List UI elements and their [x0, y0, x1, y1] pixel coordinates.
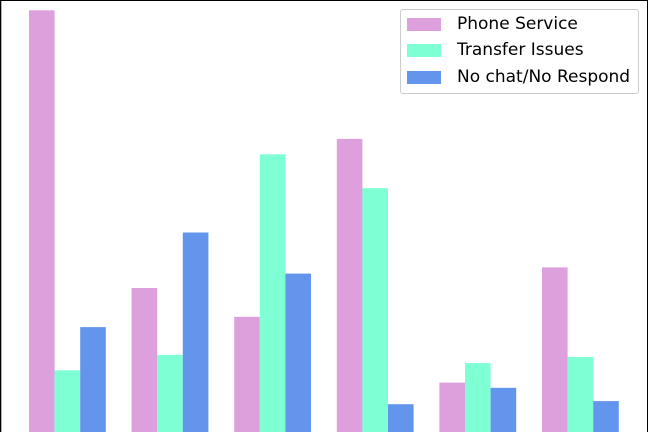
legend-label-phone-service: Phone Service	[457, 14, 578, 34]
legend-label-transfer-issues: Transfer Issues	[457, 40, 584, 60]
bar-no-chat-no-respond-5	[490, 387, 517, 432]
legend-swatch-no-chat-no-respond	[407, 70, 441, 84]
bar-no-chat-no-respond-1	[80, 327, 106, 432]
bar-transfer-issues-5	[465, 363, 491, 432]
bar-phone-service-4	[336, 138, 363, 432]
bars-layer	[29, 10, 619, 433]
bar-no-chat-no-respond-2	[182, 232, 209, 432]
bar-no-chat-no-respond-4	[388, 404, 414, 432]
bar-transfer-issues-6	[567, 356, 594, 432]
bar-no-chat-no-respond-6	[593, 401, 619, 432]
bar-phone-service-3	[234, 316, 260, 432]
legend-item-transfer-issues: Transfer Issues	[407, 37, 584, 63]
legend-label-no-chat-no-respond: No chat/No Respond	[457, 67, 631, 87]
bar-phone-service-2	[131, 288, 158, 432]
bar-phone-service-6	[542, 267, 568, 432]
bar-transfer-issues-4	[362, 188, 388, 432]
bar-no-chat-no-respond-3	[285, 273, 311, 432]
bar-transfer-issues-2	[157, 354, 183, 432]
bar-phone-service-5	[439, 382, 465, 432]
legend-swatch-transfer-issues	[407, 43, 441, 57]
legend-swatch-phone-service	[407, 17, 441, 31]
legend-item-phone-service: Phone Service	[407, 11, 578, 37]
bar-phone-service-1	[29, 10, 55, 433]
bar-transfer-issues-3	[259, 154, 286, 433]
legend-item-no-chat-no-respond: No chat/No Respond	[407, 64, 630, 90]
bar-transfer-issues-1	[54, 370, 81, 432]
legend: Phone Service Transfer Issues No chat/No…	[400, 9, 639, 94]
